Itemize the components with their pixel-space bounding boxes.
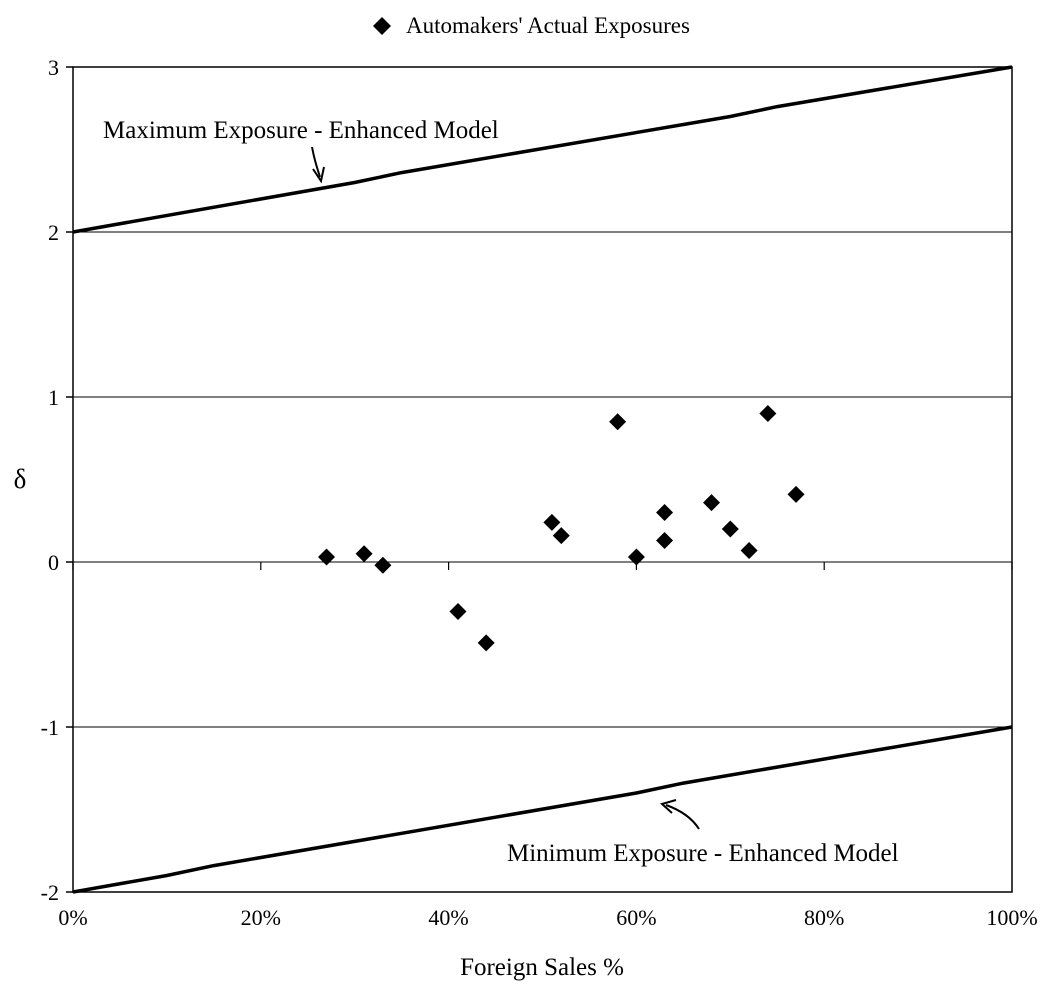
data-point-diamond xyxy=(759,405,777,422)
data-point-diamond xyxy=(787,485,805,503)
legend-marker-diamond-icon xyxy=(373,17,391,35)
y-tick-label: 1 xyxy=(48,385,59,410)
min-exposure-line xyxy=(72,725,1013,894)
data-point-diamond xyxy=(609,413,627,431)
x-tick-label: 100% xyxy=(986,905,1037,930)
data-point-diamond xyxy=(627,548,645,566)
data-points xyxy=(318,405,805,652)
data-point-diamond xyxy=(477,634,495,652)
y-tick-label: -1 xyxy=(41,715,59,740)
y-tick-label: 2 xyxy=(48,220,59,245)
gridlines xyxy=(73,231,1012,728)
min-exposure-annotation: Minimum Exposure - Enhanced Model xyxy=(507,840,899,867)
max-annotation-arrow xyxy=(311,146,321,178)
envelope-lines xyxy=(72,65,1013,894)
x-tick-label: 60% xyxy=(616,905,656,930)
axes: -2 -1 0 1 2 3 0% 20% 40% 60% 80% 100% xyxy=(41,55,1038,930)
data-point-diamond xyxy=(703,494,721,512)
x-tick-label: 40% xyxy=(428,905,468,930)
max-exposure-annotation: Maximum Exposure - Enhanced Model xyxy=(103,117,499,144)
data-point-diamond xyxy=(355,545,373,563)
data-point-diamond xyxy=(740,541,758,559)
min-annotation-arrowhead xyxy=(659,799,677,814)
max-exposure-line xyxy=(72,65,1013,234)
data-point-diamond xyxy=(543,513,561,531)
x-tick-label: 80% xyxy=(804,905,844,930)
x-tick-label: 20% xyxy=(241,905,281,930)
y-axis-title: δ xyxy=(14,464,27,494)
x-axis-title: Foreign Sales % xyxy=(460,954,624,981)
y-tick-label: 0 xyxy=(48,550,59,575)
y-tick-label: 3 xyxy=(48,55,59,80)
data-point-diamond xyxy=(656,504,674,521)
data-point-diamond xyxy=(318,548,336,566)
data-point-diamond xyxy=(721,520,739,538)
data-point-diamond xyxy=(374,556,392,574)
data-point-diamond xyxy=(656,532,674,550)
max-annotation-arrowhead xyxy=(312,166,325,184)
legend-label: Automakers' Actual Exposures xyxy=(406,13,690,38)
plot-area xyxy=(72,66,1013,893)
min-annotation-arrow xyxy=(665,804,700,830)
y-tick-label: -2 xyxy=(41,880,59,905)
data-point-diamond xyxy=(449,603,467,620)
legend: Automakers' Actual Exposures xyxy=(373,13,690,38)
data-point-diamond xyxy=(552,527,570,545)
x-tick-label: 0% xyxy=(58,905,87,930)
